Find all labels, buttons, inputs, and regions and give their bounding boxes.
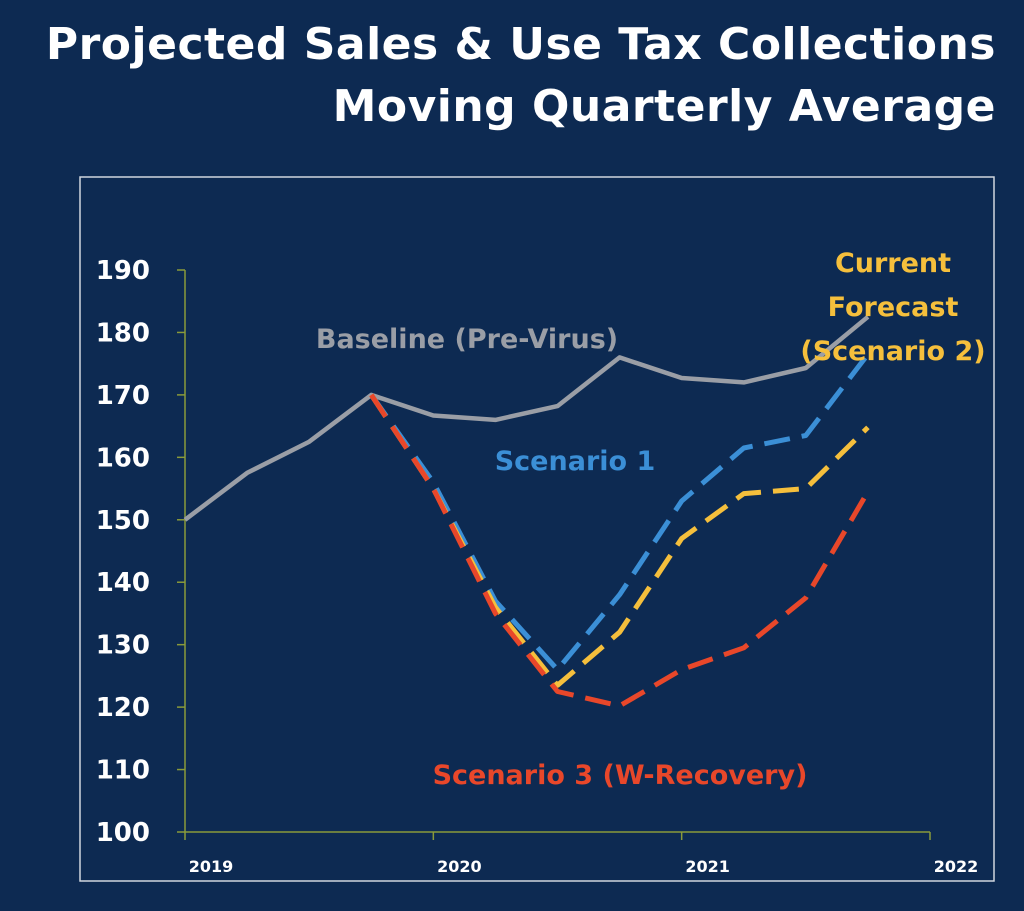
y-tick-label: 190 bbox=[96, 256, 150, 286]
chart-title: Projected Sales & Use Tax Collections Mo… bbox=[46, 14, 996, 138]
annotation-line: (Scenario 2) bbox=[800, 336, 985, 367]
y-axis: 100 110 120 130 140 150 160 170 180 190 bbox=[96, 256, 186, 848]
annotation-line: Scenario 1 bbox=[495, 446, 656, 477]
series-line-scenario-3 bbox=[369, 393, 871, 709]
annotation-line: Baseline (Pre-Virus) bbox=[316, 324, 618, 355]
y-tick-label: 170 bbox=[96, 381, 150, 411]
x-tick-label: 2022 bbox=[934, 857, 979, 876]
series-group bbox=[183, 315, 871, 709]
annotation-scenario3: Scenario 3 (W-Recovery) bbox=[433, 760, 808, 791]
x-tick-label: 2020 bbox=[437, 857, 482, 876]
series-line-scenario-1 bbox=[369, 352, 870, 673]
x-axis: 2019 2020 2021 2022 bbox=[184, 831, 979, 876]
series-line-baseline bbox=[183, 315, 870, 522]
y-tick-label: 140 bbox=[96, 568, 150, 598]
annotation-line: Current bbox=[835, 248, 951, 279]
y-tick-label: 120 bbox=[96, 693, 150, 723]
y-tick-label: 100 bbox=[96, 818, 150, 848]
annotation-scenario1: Scenario 1 bbox=[495, 446, 656, 477]
x-tick-label: 2021 bbox=[685, 857, 730, 876]
annotations: Baseline (Pre-Virus) Scenario 1 Current For… bbox=[316, 248, 986, 791]
x-tick-label: 2019 bbox=[189, 857, 234, 876]
series-line-scenario-2 bbox=[369, 393, 870, 688]
annotation-scenario2: Current Forecast (Scenario 2) bbox=[800, 248, 985, 367]
y-tick-label: 180 bbox=[96, 318, 150, 348]
annotation-baseline: Baseline (Pre-Virus) bbox=[316, 324, 618, 355]
y-tick-label: 160 bbox=[96, 443, 150, 473]
annotation-line: Forecast bbox=[828, 292, 959, 323]
chart-title-line-2: Moving Quarterly Average bbox=[332, 81, 996, 132]
y-tick-label: 110 bbox=[96, 756, 150, 786]
y-tick-label: 130 bbox=[96, 631, 150, 661]
plot-frame bbox=[79, 176, 995, 882]
annotation-line: Scenario 3 (W-Recovery) bbox=[433, 760, 808, 791]
y-tick-label: 150 bbox=[96, 506, 150, 536]
chart-title-line-1: Projected Sales & Use Tax Collections bbox=[45, 19, 996, 70]
